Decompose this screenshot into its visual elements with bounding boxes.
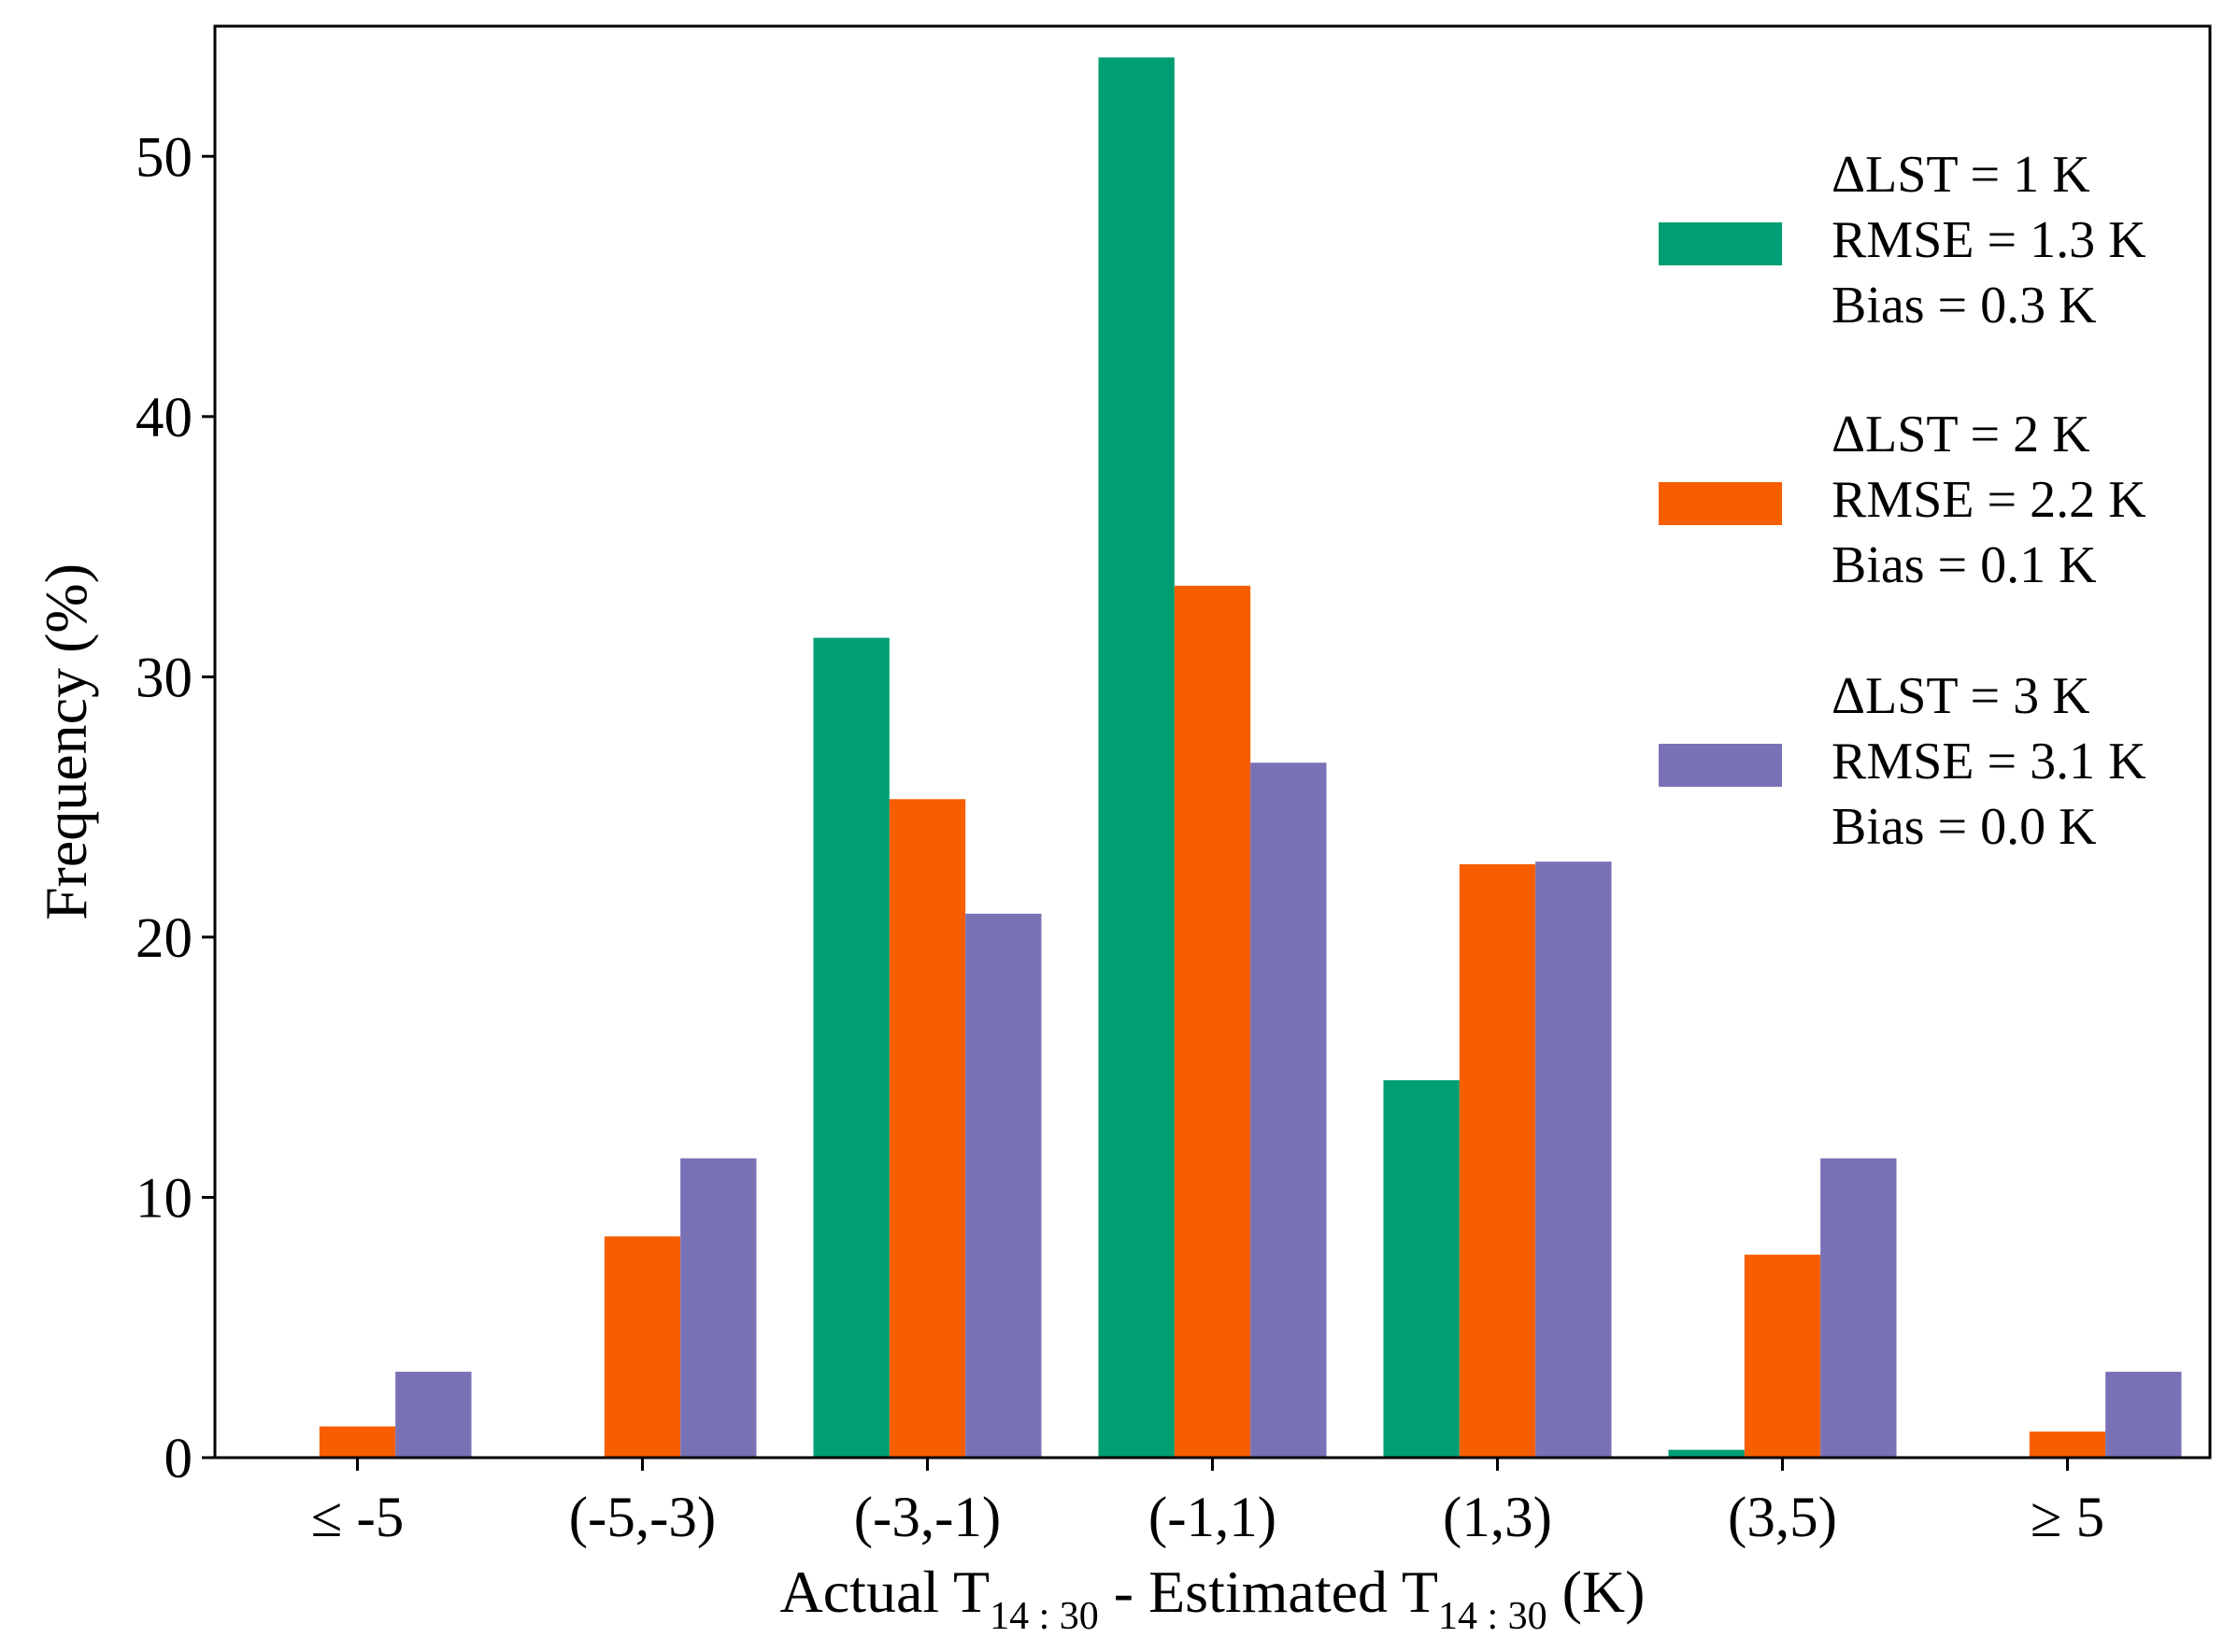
bar-series-2-category-4 (1174, 585, 1251, 1458)
legend-text-line: ΔLST = 1 K (1832, 146, 2090, 204)
x-axis-label: Actual T14 : 30 - Estimated T14 : 30 (K) (780, 1559, 1646, 1638)
legend-text-line: Bias = 0.1 K (1832, 536, 2097, 594)
x-label-part-3: (K) (1547, 1559, 1646, 1625)
y-tick-label: 0 (164, 1428, 193, 1490)
x-label-subscript-2: 14 : 30 (1438, 1595, 1547, 1638)
legend-text-line: RMSE = 3.1 K (1832, 733, 2146, 790)
legend-text-line: Bias = 0.3 K (1832, 277, 2097, 335)
x-label-part-2: - Estimated T (1099, 1559, 1438, 1625)
bar-series-1-category-3 (813, 637, 890, 1458)
x-tick-label: (-3,-1) (854, 1487, 1002, 1549)
y-tick-label: 30 (135, 647, 192, 709)
legend-text-line: RMSE = 1.3 K (1832, 211, 2146, 269)
x-label-part-1: Actual T (780, 1559, 991, 1625)
legend: ΔLST = 1 K RMSE = 1.3 K Bias = 0.3 K ΔLST =… (1659, 146, 2146, 856)
legend-text-line: ΔLST = 2 K (1832, 406, 2090, 463)
y-tick-label: 20 (135, 907, 192, 970)
plot-frame (213, 24, 2212, 1460)
x-tick-label: ≤ -5 (311, 1487, 405, 1549)
legend-text-line: ΔLST = 3 K (1832, 667, 2090, 725)
bar-series-3-category-7 (2105, 1372, 2182, 1458)
bar-series-1-category-6 (1668, 1449, 1745, 1458)
bar-series-2-category-1 (319, 1426, 396, 1458)
bar-series-1-category-5 (1383, 1080, 1460, 1458)
bar-series-3-category-4 (1250, 762, 1327, 1458)
bars-layer (319, 57, 2182, 1459)
bar-series-2-category-5 (1459, 863, 1536, 1458)
bar-series-2-category-3 (889, 799, 966, 1458)
legend-swatch-3 (1659, 744, 1782, 787)
y-tick-label: 50 (135, 126, 192, 189)
legend-swatch-1 (1659, 222, 1782, 265)
legend-text-line: RMSE = 2.2 K (1832, 471, 2146, 529)
bar-series-3-category-2 (680, 1158, 757, 1458)
bar-series-3-category-5 (1535, 862, 1612, 1458)
x-label-subscript-1: 14 : 30 (990, 1595, 1099, 1638)
bar-series-3-category-1 (395, 1372, 472, 1458)
bar-series-2-category-7 (2029, 1431, 2106, 1458)
bar-series-2-category-6 (1744, 1254, 1821, 1458)
legend-swatch-2 (1659, 482, 1782, 525)
bar-series-3-category-3 (965, 913, 1042, 1458)
x-axis: ≤ -5 (-5,-3) (-3,-1) (-1,1) (1,3) (3,5) ≥ 5 (311, 1458, 2104, 1549)
legend-text-line: Bias = 0.0 K (1832, 798, 2097, 856)
x-tick-label: (1,3) (1443, 1487, 1552, 1549)
y-axis-label: Frequency (%) (33, 563, 99, 920)
bar-series-3-category-6 (1820, 1158, 1897, 1458)
y-tick-label: 10 (135, 1167, 192, 1230)
bar-series-2-category-2 (604, 1236, 681, 1458)
x-tick-label: (3,5) (1728, 1487, 1837, 1549)
bar-series-1-category-4 (1098, 57, 1175, 1459)
x-tick-label: ≥ 5 (2031, 1487, 2104, 1549)
x-tick-label: (-1,1) (1148, 1487, 1276, 1549)
x-tick-label: (-5,-3) (569, 1487, 717, 1549)
y-axis: 0 10 20 30 40 50 (135, 126, 215, 1490)
y-tick-label: 40 (135, 387, 192, 449)
